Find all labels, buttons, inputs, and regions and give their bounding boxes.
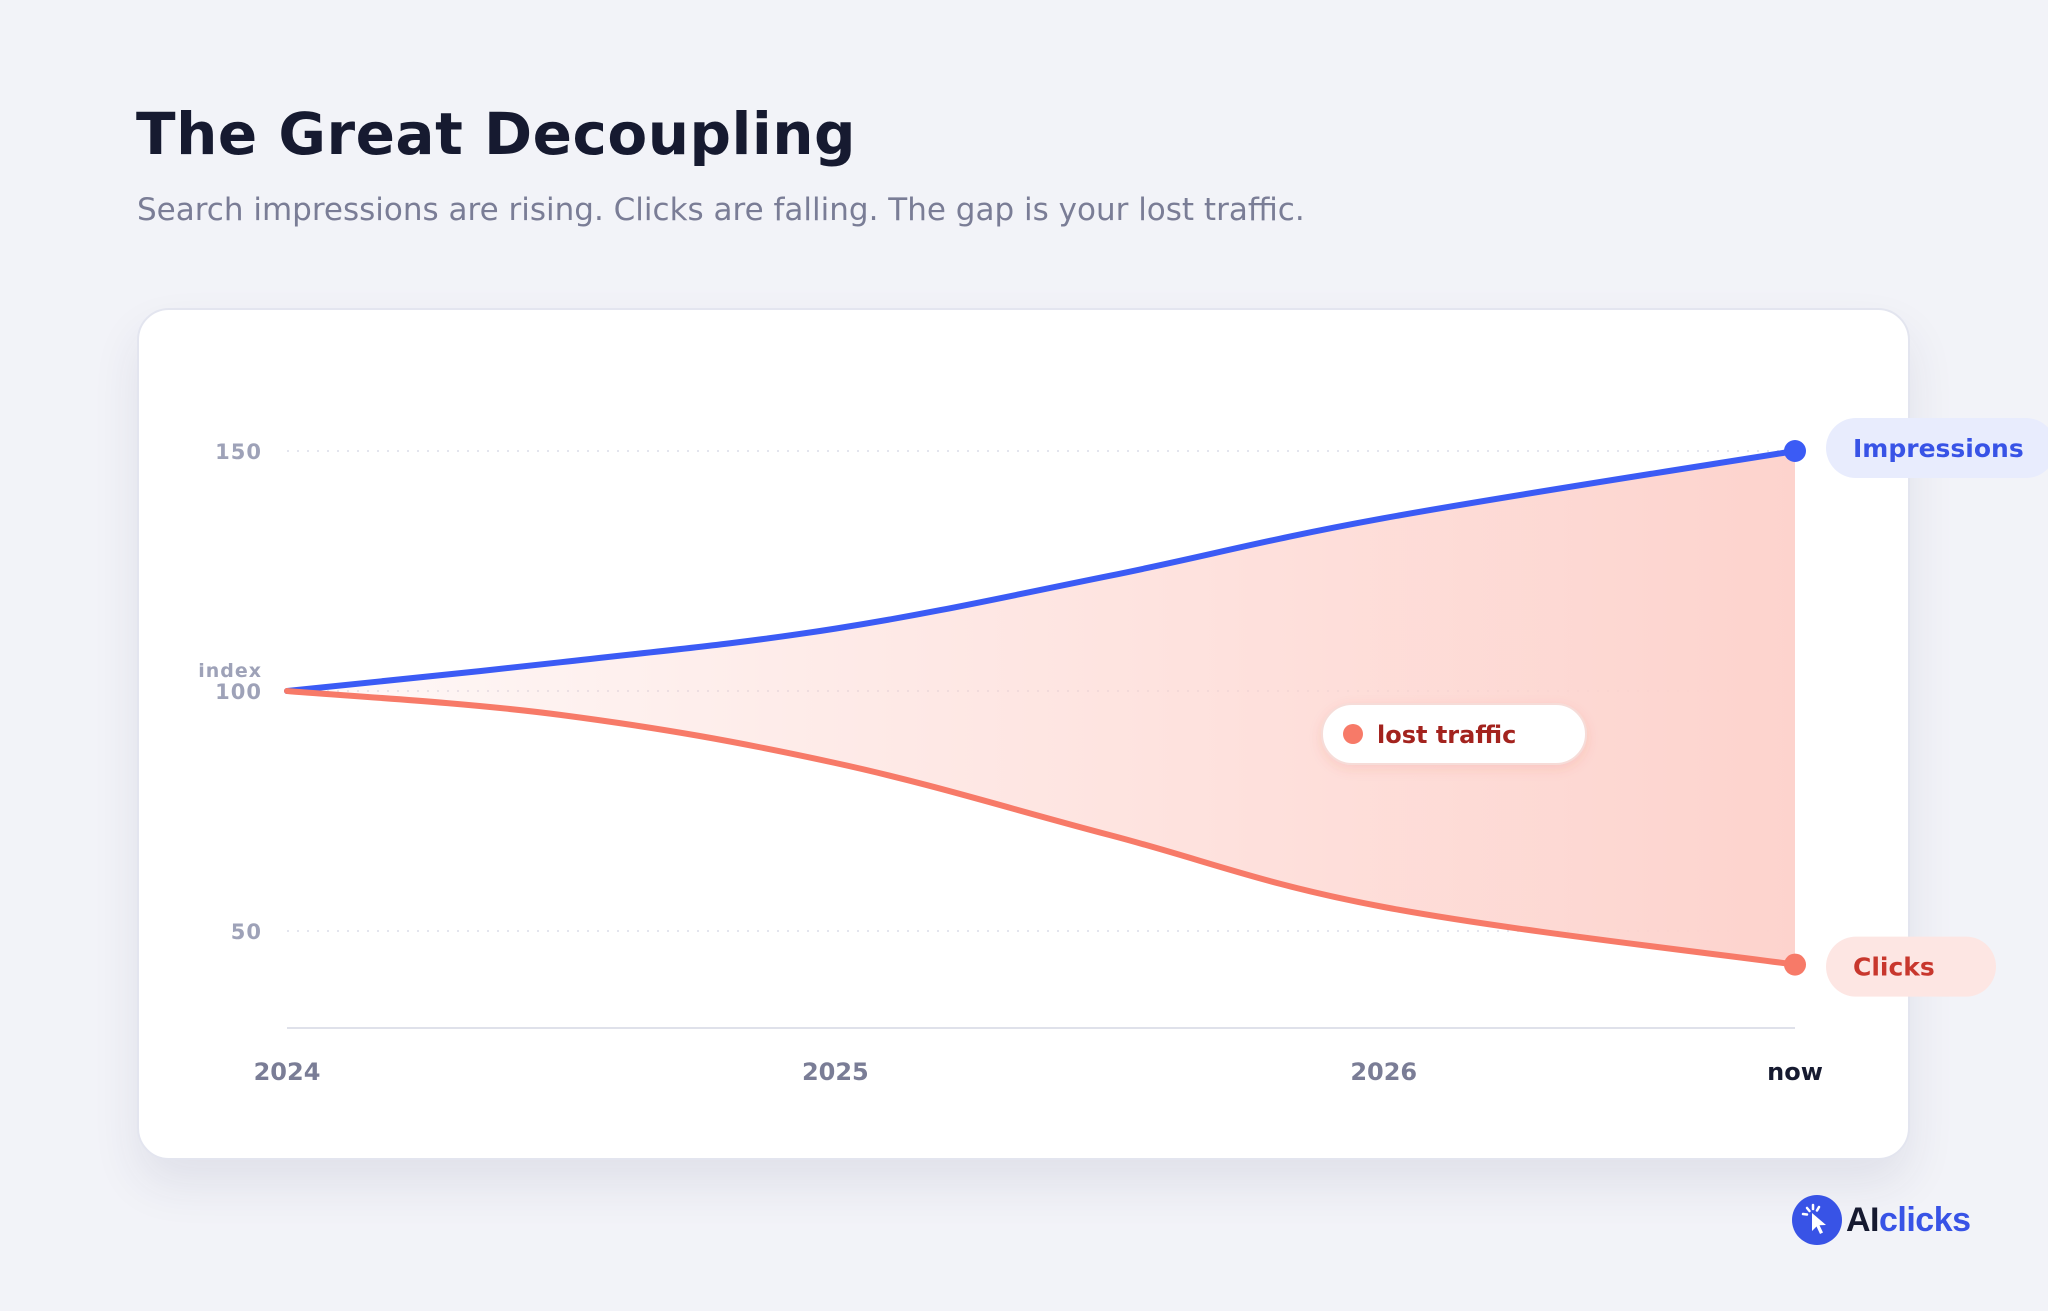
x-tick-label: 2025	[802, 1058, 869, 1086]
x-tick-label: now	[1767, 1058, 1823, 1086]
series-end-label: Clicks	[1853, 953, 1935, 982]
lost-traffic-label: lost traffic	[1377, 721, 1516, 749]
brand-logo: AIclicks	[1792, 1194, 1971, 1246]
y-tick-label: 150	[215, 440, 262, 464]
lost-traffic-area	[287, 451, 1795, 965]
series-end-label-bg	[1826, 418, 2048, 478]
y-tick-label: 100	[215, 680, 262, 704]
x-tick-label: 2026	[1350, 1058, 1417, 1086]
series-endpoint-impressions	[1784, 440, 1806, 462]
cursor-click-icon	[1792, 1195, 1842, 1245]
series-line-clicks	[284, 688, 1798, 968]
page-title: The Great Decoupling	[136, 100, 857, 168]
x-tick-label: 2024	[254, 1058, 321, 1086]
lost-traffic-dot-icon	[1343, 724, 1363, 744]
brand-name-prefix: AI	[1846, 1200, 1880, 1239]
brand-name-suffix: clicks	[1879, 1200, 1971, 1239]
brand-name: AIclicks	[1846, 1201, 1971, 1240]
y-axis-label: index	[198, 660, 262, 682]
series-endpoint-clicks	[1784, 953, 1806, 976]
series-end-label-bg	[1826, 936, 1996, 997]
y-tick-label: 50	[231, 920, 262, 944]
page-subtitle: Search impressions are rising. Clicks ar…	[137, 192, 1305, 228]
series-end-label: Impressions	[1853, 434, 2024, 463]
lost-traffic-badge	[1321, 703, 1587, 765]
series-line-impressions	[284, 448, 1798, 694]
